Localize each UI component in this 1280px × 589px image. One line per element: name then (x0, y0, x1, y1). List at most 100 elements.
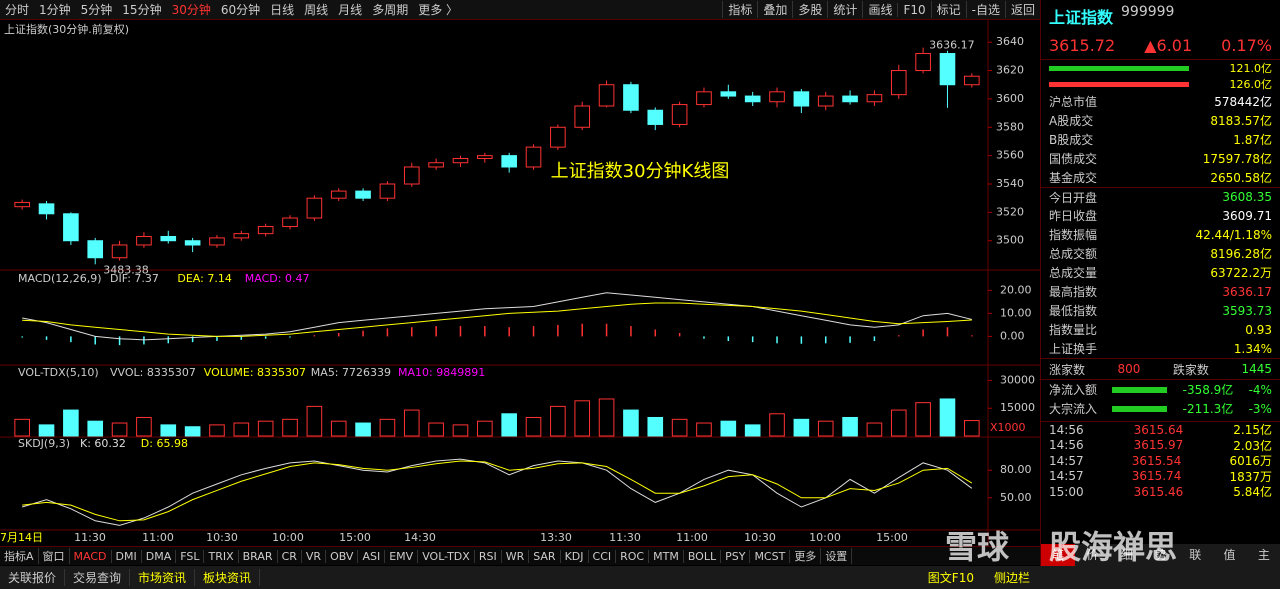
side-tab[interactable]: 势 (1154, 548, 1167, 562)
bottom-tab[interactable]: 板块资讯 (195, 569, 261, 586)
indicator-label: SKDJ(9,3) (18, 437, 70, 450)
volume-bar (793, 418, 810, 437)
period-tab[interactable]: 日线 (270, 3, 295, 17)
indicator-tab[interactable]: 窗口 (39, 548, 70, 564)
indicator-tab[interactable]: DMI (112, 549, 142, 563)
candle-body (671, 104, 688, 125)
indicator-tab[interactable]: WR (502, 549, 530, 563)
indicator-tab[interactable]: KDJ (561, 549, 589, 563)
indicator-tab[interactable]: 更多 (790, 548, 822, 564)
legend-entry: K: 60.32 (80, 437, 126, 450)
candle-body (696, 91, 712, 106)
volume-bar (842, 416, 858, 437)
stat-label: 指数量比 (1049, 323, 1098, 337)
side-tab[interactable]: 价 (1086, 548, 1099, 562)
indicator-tab[interactable]: FSL (176, 549, 205, 563)
candle-body (525, 146, 542, 168)
legend-entry: MA10: 9849891 (398, 366, 485, 379)
stat-label: 最高指数 (1049, 285, 1098, 299)
bottom-tab[interactable]: 关联报价 (0, 569, 66, 586)
x-tick-label: 10:00 (809, 531, 841, 544)
side-tab[interactable]: 值 (1223, 548, 1236, 562)
bottom-tab[interactable]: 侧边栏 (993, 571, 1030, 585)
bottom-tab[interactable]: 图文F10 (927, 571, 974, 585)
indicator-tab[interactable]: MACD (70, 549, 112, 563)
indicator-tab[interactable]: DMA (142, 549, 177, 563)
tool-button[interactable]: 统计 (827, 1, 862, 18)
y-tick-label: 80.00 (1000, 463, 1032, 476)
stat-value: 578442亿 (1214, 95, 1272, 109)
side-tab[interactable]: 细 (1120, 548, 1133, 562)
x-tick-label: 11:00 (142, 531, 174, 544)
legend-entry: VVOL: 8335307 (110, 366, 196, 379)
indicator-tab[interactable]: 指标A (0, 548, 39, 564)
y-tick-label: 50.00 (1000, 491, 1032, 504)
candle-body (330, 190, 347, 199)
volume-bar (160, 424, 177, 437)
period-tab[interactable]: 1分钟 (39, 3, 71, 17)
period-tab[interactable]: 月线 (338, 3, 363, 17)
bottom-tab[interactable]: 市场资讯 (130, 569, 196, 586)
indicator-tab[interactable]: OBV (326, 549, 359, 563)
indicator-tab[interactable]: MTM (649, 549, 684, 563)
side-tab[interactable]: 笔 (1041, 544, 1076, 566)
indicator-tab[interactable]: MCST (750, 549, 791, 563)
indicator-tab[interactable]: CR (278, 549, 302, 563)
indicator-tab[interactable]: SAR (529, 549, 561, 563)
volume-bar (14, 418, 30, 437)
bar-value: 126.0亿 (1229, 78, 1273, 91)
bottom-tab[interactable]: 交易查询 (65, 569, 131, 586)
candle-body (136, 235, 152, 246)
side-tab[interactable]: 联 (1189, 548, 1202, 562)
trade-price: 3615.97 (1133, 438, 1184, 453)
tool-button[interactable]: 叠加 (757, 1, 792, 18)
side-tab[interactable]: 主 (1257, 548, 1270, 562)
period-tab[interactable]: 分时 (5, 3, 30, 17)
stat-value: 3609.71 (1222, 208, 1272, 223)
flow-value: -358.9亿 (1182, 383, 1234, 397)
indicator-tab[interactable]: VR (302, 549, 327, 563)
tool-button[interactable]: 标记 (930, 1, 966, 18)
period-tab[interactable]: 多周期 (372, 3, 409, 17)
indicator-tab[interactable]: RSI (475, 549, 502, 563)
tool-button[interactable]: -自选 (965, 1, 1005, 18)
volume-bar (525, 416, 542, 437)
candle-body (403, 166, 420, 185)
tool-button[interactable]: F10 (897, 2, 930, 17)
indicator-tab[interactable]: BRAR (239, 549, 278, 563)
trade-time: 15:00 (1049, 484, 1084, 499)
trade-row: 14:56 3615.97 2.03亿 (1041, 438, 1280, 454)
indicator-tab[interactable]: PSY (721, 549, 751, 563)
tool-button[interactable]: 多股 (792, 1, 827, 18)
period-tab[interactable]: 更多 〉 (418, 3, 459, 17)
candle-body (355, 190, 371, 199)
stat-row: 上证换手 1.34% (1041, 339, 1280, 358)
tool-button[interactable]: 指标 (722, 1, 757, 18)
candle-body (623, 84, 639, 111)
volume-bar (671, 418, 688, 437)
indicator-tab[interactable]: EMV (385, 549, 419, 563)
period-tab[interactable]: 5分钟 (80, 3, 113, 17)
flow-pct: -3% (1248, 401, 1272, 416)
indicator-tab[interactable]: CCI (589, 549, 617, 563)
x-tick-label: 11:30 (74, 531, 106, 544)
period-tab[interactable]: 30分钟 (171, 3, 211, 17)
indicator-tab[interactable]: ASI (358, 549, 386, 563)
candle-body (915, 53, 931, 72)
candle-body (14, 201, 30, 208)
period-tab[interactable]: 周线 (304, 3, 329, 17)
indicator-tab[interactable]: VOL-TDX (418, 549, 475, 563)
volume-bar (939, 398, 956, 437)
tool-button[interactable]: 返回 (1004, 1, 1040, 18)
period-tab[interactable]: 15分钟 (122, 3, 162, 17)
period-tab[interactable]: 60分钟 (220, 3, 261, 17)
stat-value: 42.44/1.18% (1195, 227, 1272, 242)
indicator-tab[interactable]: BOLL (684, 549, 722, 563)
indicator-tab[interactable]: ROC (616, 549, 650, 563)
tool-button[interactable]: 画线 (862, 1, 897, 18)
indicator-tab[interactable]: TRIX (204, 549, 239, 563)
stat-row: 昨日收盘 3609.71 (1041, 206, 1280, 225)
indicator-line (22, 458, 973, 526)
indicator-tab[interactable]: 设置 (821, 548, 853, 564)
trade-volume: 2.15亿 (1233, 423, 1272, 438)
